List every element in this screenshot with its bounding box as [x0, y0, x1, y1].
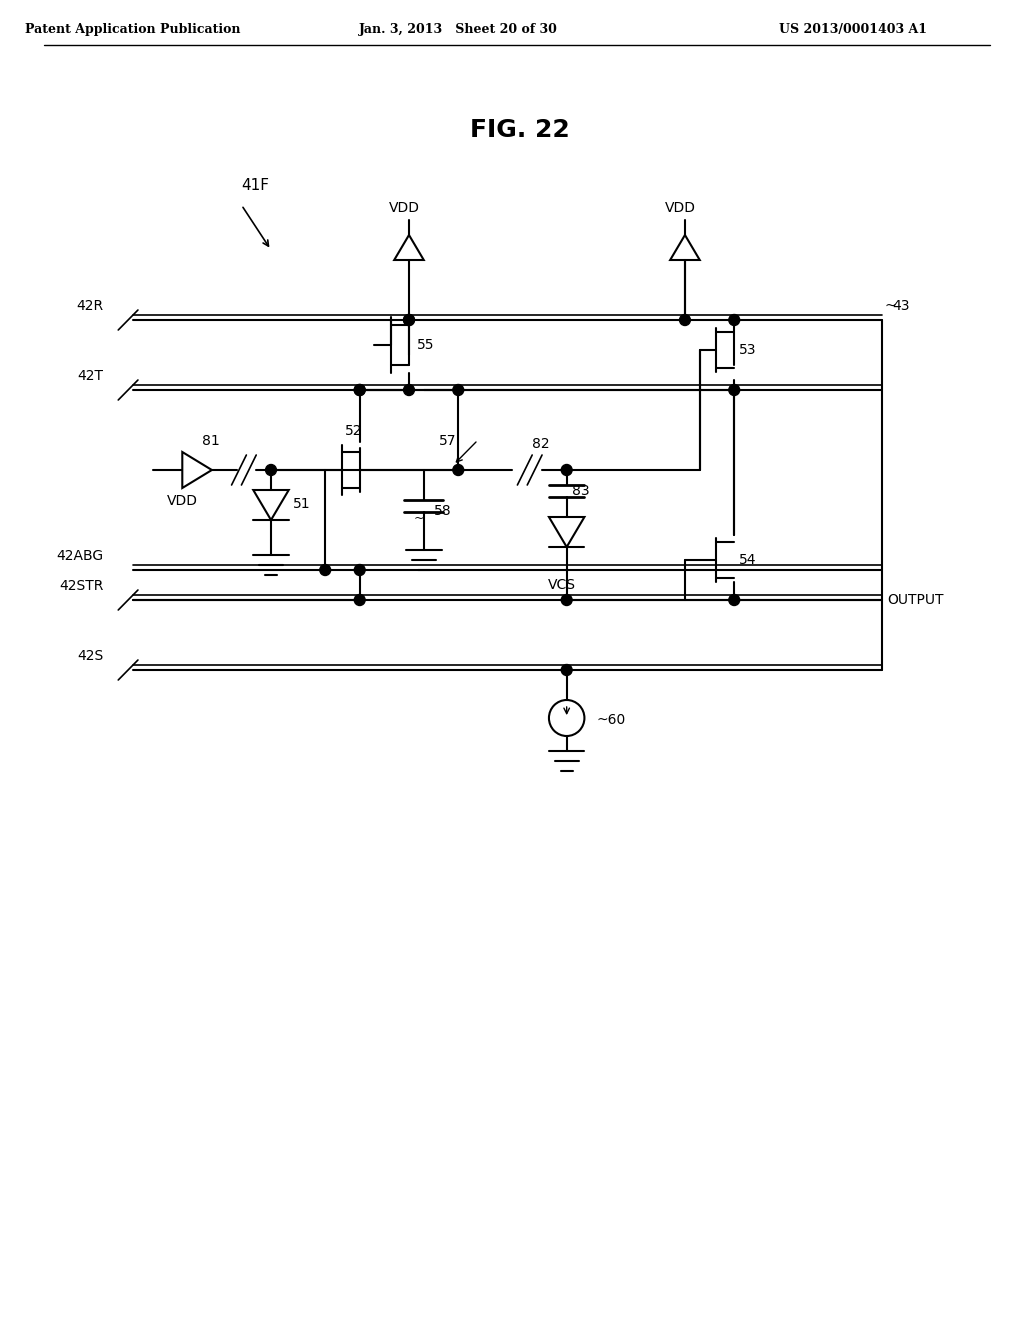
- Text: Patent Application Publication: Patent Application Publication: [26, 24, 241, 37]
- Circle shape: [354, 594, 366, 606]
- Text: VDD: VDD: [665, 201, 695, 215]
- Text: US 2013/0001403 A1: US 2013/0001403 A1: [778, 24, 927, 37]
- Circle shape: [354, 384, 366, 396]
- Text: 53: 53: [739, 343, 757, 356]
- Text: FIG. 22: FIG. 22: [469, 117, 569, 143]
- Text: Jan. 3, 2013   Sheet 20 of 30: Jan. 3, 2013 Sheet 20 of 30: [358, 24, 558, 37]
- Circle shape: [729, 594, 739, 606]
- Circle shape: [561, 594, 572, 606]
- Text: ~: ~: [414, 512, 424, 525]
- Circle shape: [729, 384, 739, 396]
- Text: ~: ~: [884, 300, 896, 313]
- Circle shape: [680, 314, 690, 326]
- Text: 42STR: 42STR: [59, 579, 103, 593]
- Text: 58: 58: [433, 504, 452, 517]
- Text: VDD: VDD: [167, 494, 198, 508]
- Text: 43: 43: [892, 300, 909, 313]
- Circle shape: [561, 664, 572, 676]
- Text: 51: 51: [293, 498, 310, 511]
- Circle shape: [561, 465, 572, 475]
- Text: 52: 52: [345, 424, 362, 438]
- Circle shape: [403, 314, 415, 326]
- Text: VCS: VCS: [548, 578, 575, 591]
- Text: 57: 57: [438, 434, 456, 447]
- Text: 42ABG: 42ABG: [56, 549, 103, 564]
- Text: 42T: 42T: [78, 370, 103, 383]
- Text: ~60: ~60: [596, 713, 626, 727]
- Circle shape: [403, 384, 415, 396]
- Circle shape: [729, 314, 739, 326]
- Text: 55: 55: [417, 338, 434, 352]
- Text: 42R: 42R: [77, 300, 103, 313]
- Circle shape: [403, 314, 415, 326]
- Text: VDD: VDD: [388, 201, 420, 215]
- Text: 81: 81: [202, 434, 220, 447]
- Circle shape: [319, 565, 331, 576]
- Circle shape: [453, 384, 464, 396]
- Text: 54: 54: [739, 553, 757, 568]
- Circle shape: [354, 565, 366, 576]
- Circle shape: [453, 465, 464, 475]
- Circle shape: [354, 384, 366, 396]
- Circle shape: [265, 465, 276, 475]
- Text: 41F: 41F: [242, 178, 269, 193]
- Text: OUTPUT: OUTPUT: [887, 593, 943, 607]
- Text: 42S: 42S: [77, 649, 103, 663]
- Text: 83: 83: [571, 484, 589, 498]
- Text: 82: 82: [532, 437, 550, 451]
